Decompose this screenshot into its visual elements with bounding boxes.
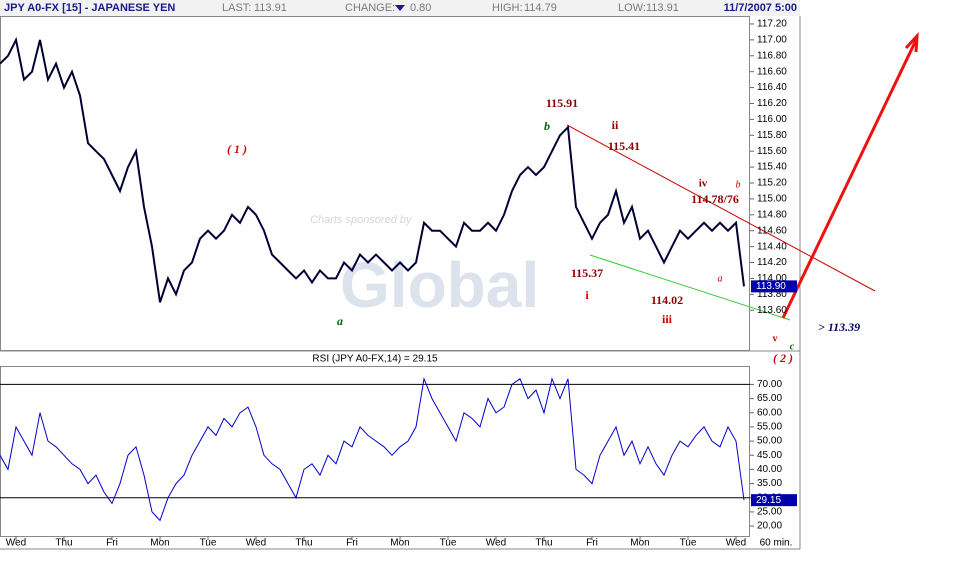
- y-tick-label: 117.00: [757, 34, 787, 45]
- y-tick-label: 70.00: [757, 379, 782, 390]
- y-tick-label: 116.20: [757, 98, 787, 109]
- y-tick-label: 25.00: [757, 507, 782, 518]
- y-tick-label: 115.60: [757, 146, 787, 157]
- x-tick-label: Fri: [106, 538, 118, 549]
- y-tick-label: 50.00: [757, 436, 782, 447]
- y-tick-label: 115.20: [757, 178, 787, 189]
- datetime: 11/7/2007 5:00: [724, 2, 797, 14]
- annotation: a: [718, 273, 723, 284]
- x-tick-label: Fri: [346, 538, 358, 549]
- x-tick-label: Fri: [586, 538, 598, 549]
- annotation: v: [773, 333, 778, 344]
- x-tick-label: Wed: [6, 538, 26, 549]
- y-tick-label: 116.60: [757, 66, 787, 77]
- y-tick-label: 116.40: [757, 82, 787, 93]
- x-tick-label: Wed: [246, 538, 266, 549]
- annotation: 115.91: [546, 96, 578, 110]
- price-line: [0, 376, 745, 522]
- x-tick-label: Tue: [680, 538, 697, 549]
- x-tick-label: Tue: [200, 538, 217, 549]
- change-value: 0.80: [410, 2, 431, 14]
- rsi-panel: [0, 366, 750, 537]
- projection-arrow: [781, 37, 919, 319]
- annotation: c: [790, 341, 795, 352]
- last-value-label: 29.15: [756, 495, 781, 506]
- y-tick-label: 113.60: [757, 305, 787, 316]
- annotation: ( 1 ): [227, 142, 247, 156]
- y-tick-label: 117.20: [757, 19, 787, 30]
- y-tick-label: 45.00: [757, 450, 782, 461]
- y-tick-label: 40.00: [757, 464, 782, 475]
- trend-line: [566, 124, 876, 292]
- annotation: 114.78/76: [691, 192, 739, 206]
- y-tick-label: 114.60: [757, 225, 787, 236]
- arrow-head: [904, 31, 919, 53]
- annotation: > 113.39: [818, 320, 860, 334]
- annotation: iv: [699, 178, 708, 190]
- annotation: iii: [662, 312, 673, 326]
- last-value: 113.91: [254, 2, 287, 14]
- y-tick-label: 35.00: [757, 478, 782, 489]
- x-tick-label: Wed: [726, 538, 746, 549]
- y-tick-label: 114.80: [757, 209, 787, 220]
- annotation: 114.02: [651, 293, 683, 307]
- y-tick-label: 65.00: [757, 393, 782, 404]
- high-label: HIGH:: [492, 2, 523, 14]
- change-label: CHANGE:: [345, 2, 395, 14]
- annotation: ( 2 ): [773, 351, 793, 365]
- x-tick-label: Mon: [630, 538, 649, 549]
- annotation: a: [337, 314, 343, 328]
- x-tick-label: Wed: [486, 538, 506, 549]
- annotation: i: [585, 288, 589, 302]
- annotation: b: [544, 119, 550, 133]
- y-tick-label: 116.00: [757, 114, 787, 125]
- annotation: ii: [612, 118, 619, 132]
- y-tick-label: 114.00: [757, 273, 787, 284]
- low-value: 113.91: [646, 2, 679, 14]
- x-tick-label: Thu: [55, 538, 72, 549]
- y-tick-label: 115.80: [757, 130, 787, 141]
- low-label: LOW:: [618, 2, 646, 14]
- y-tick-label: 115.00: [757, 194, 787, 205]
- y-tick-label: 113.80: [757, 289, 787, 300]
- x-tick-label: Thu: [535, 538, 552, 549]
- sponsor: Charts sponsored by: [310, 214, 413, 226]
- price-line: [0, 36, 745, 303]
- x-tick-label: Thu: [295, 538, 312, 549]
- x-tick-label: Mon: [390, 538, 409, 549]
- y-tick-label: 114.40: [757, 241, 787, 252]
- y-tick-label: 60.00: [757, 407, 782, 418]
- x-unit: 60 min.: [760, 538, 793, 549]
- last-price-box: [751, 280, 797, 293]
- trend-line: [589, 254, 791, 321]
- down-arrow: [395, 5, 405, 11]
- y-tick-label: 55.00: [757, 422, 782, 433]
- y-tick-label: 116.80: [757, 50, 787, 61]
- x-tick-label: Mon: [150, 538, 169, 549]
- watermark: Global: [340, 249, 539, 321]
- last-price-label: 113.90: [756, 281, 786, 292]
- annotation: 115.37: [571, 266, 603, 280]
- symbol: JPY A0-FX [15] - JAPANESE YEN: [4, 2, 175, 14]
- y-tick-label: 114.20: [757, 257, 787, 268]
- last-label: LAST:: [222, 2, 251, 14]
- high-value: 114.79: [524, 2, 557, 14]
- last-value-box: [751, 494, 797, 507]
- annotation: 115.41: [608, 139, 640, 153]
- x-tick-label: Tue: [440, 538, 457, 549]
- y-tick-label: 20.00: [757, 521, 782, 532]
- annotation: b: [736, 179, 741, 190]
- rsi-title: RSI (JPY A0-FX,14) = 29.15: [312, 354, 438, 365]
- y-tick-label: 115.40: [757, 162, 787, 173]
